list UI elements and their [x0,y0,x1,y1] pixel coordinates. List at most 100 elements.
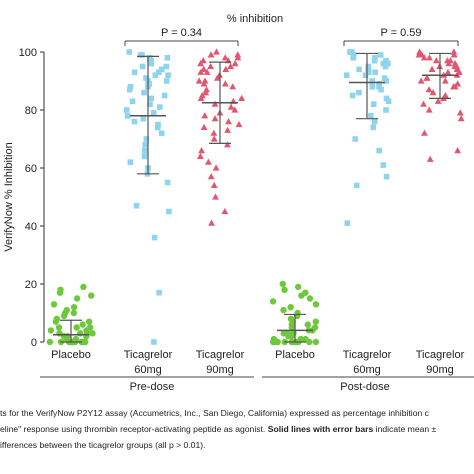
data-point-post-1-24 [378,86,384,93]
data-point-pre-0-34 [50,301,58,308]
data-point-post-1-25 [356,89,362,96]
data-point-post-0-29 [280,306,287,314]
caption-line-2-bold: Solid lines with error bars [267,424,374,434]
data-point-pre-1-21 [127,84,134,90]
data-point-pre-1-38 [142,142,149,148]
data-point-pre-1-15 [165,72,171,78]
data-point-post-1-15 [365,69,372,76]
data-point-pre-1-12 [131,69,138,76]
group-label-post: Post-dose [340,381,390,393]
data-point-post-1-13 [356,66,362,73]
y-tick-label-80: 80 [25,105,37,117]
data-point-post-0-5 [312,338,320,346]
data-point-pre-1-45 [133,202,140,209]
data-point-pre-1-46 [166,208,172,215]
data-point-post-2-0 [450,48,458,55]
data-point-pre-1-26 [129,98,136,105]
y-axis-label: VerifyNow % Inhibition [3,142,15,251]
data-point-pre-2-1 [207,51,215,58]
data-point-pre-0-33 [70,304,78,311]
data-point-pre-2-26 [197,94,205,101]
data-point-pre-0-30 [70,309,78,317]
data-point-post-1-36 [380,162,387,168]
data-point-pre-2-11 [222,65,230,72]
data-point-pre-2-35 [235,120,243,128]
data-point-pre-1-48 [156,289,162,296]
data-point-post-1-19 [383,78,390,84]
data-point-pre-1-47 [151,234,158,241]
data-point-pre-0-23 [86,324,94,331]
group-label-pre: Pre-dose [130,381,175,393]
data-point-pre-1-39 [142,147,148,154]
data-point-post-1-33 [370,124,377,131]
data-point-pre-1-8 [148,60,154,67]
data-point-pre-0-22 [73,324,80,331]
data-point-pre-0-16 [56,330,63,337]
data-point-post-1-6 [383,57,389,64]
data-point-post-1-10 [365,63,372,70]
data-point-pre-2-16 [213,74,221,81]
data-point-pre-2-7 [231,60,239,67]
data-point-post-1-30 [383,107,389,113]
x-label-post-1-line2: 60mg [353,364,381,376]
data-point-post-0-26 [287,315,295,322]
x-label-post-2-line1: Ticagrelor [416,349,465,361]
x-label-pre-2-line2: 90mg [206,364,234,376]
data-point-pre-1-25 [148,95,155,102]
data-point-pre-2-4 [234,54,242,61]
data-point-pre-0-27 [85,318,93,325]
data-point-post-1-21 [376,81,383,87]
x-label-post-2-line2: 90mg [426,364,454,376]
data-point-post-1-1 [347,49,353,55]
data-point-post-1-9 [380,60,387,67]
data-point-post-1-34 [352,136,358,142]
data-point-post-2-22 [423,74,431,81]
data-point-pre-2-48 [221,207,229,215]
data-point-pre-1-9 [139,63,146,70]
data-point-pre-1-32 [140,115,147,122]
data-point-post-2-27 [451,83,459,90]
data-point-post-2-32 [434,97,442,104]
data-point-pre-1-11 [158,66,165,73]
data-point-pre-2-47 [212,193,219,200]
data-point-pre-1-27 [147,101,153,107]
data-point-pre-0-9 [46,338,54,346]
data-point-pre-2-28 [211,100,219,107]
caption-line-2-part1: eline" response using thrombin receptor-… [0,424,266,434]
data-point-post-2-5 [426,54,433,61]
data-point-pre-1-36 [158,130,165,136]
data-point-pre-1-29 [123,107,130,113]
data-point-pre-1-40 [141,153,148,160]
data-point-pre-1-24 [161,92,168,99]
data-point-pre-2-29 [227,103,235,110]
data-point-pre-2-21 [229,83,237,90]
data-point-pre-0-39 [80,283,87,291]
data-point-post-2-33 [420,100,427,107]
data-point-pre-1-34 [155,121,161,128]
data-point-post-1-3 [350,52,357,58]
y-tick-label-100: 100 [19,47,37,59]
data-point-pre-1-4 [146,55,153,61]
data-point-pre-2-39 [210,135,218,142]
data-point-post-1-37 [383,173,390,180]
data-point-pre-1-3 [164,55,171,61]
data-point-post-2-23 [441,77,449,84]
data-point-post-2-17 [444,68,452,75]
data-point-pre-0-17 [89,330,96,337]
data-point-pre-2-49 [208,219,215,226]
data-point-pre-2-33 [211,115,219,122]
data-point-pre-2-25 [238,94,246,101]
data-point-post-0-31 [312,301,320,308]
data-point-pre-1-6 [148,57,154,64]
data-point-post-1-28 [385,98,392,105]
data-point-pre-1-31 [124,113,131,119]
data-point-post-1-39 [344,220,351,226]
data-point-pre-2-40 [224,141,231,148]
data-point-post-1-11 [382,63,389,70]
data-point-post-1-5 [372,55,378,61]
data-point-pre-1-2 [137,52,144,58]
data-point-pre-1-44 [164,179,171,186]
data-point-pre-2-45 [207,173,215,180]
data-point-pre-1-37 [143,136,150,142]
caption-line-3: ifferences between the ticagrelor groups… [0,440,206,450]
